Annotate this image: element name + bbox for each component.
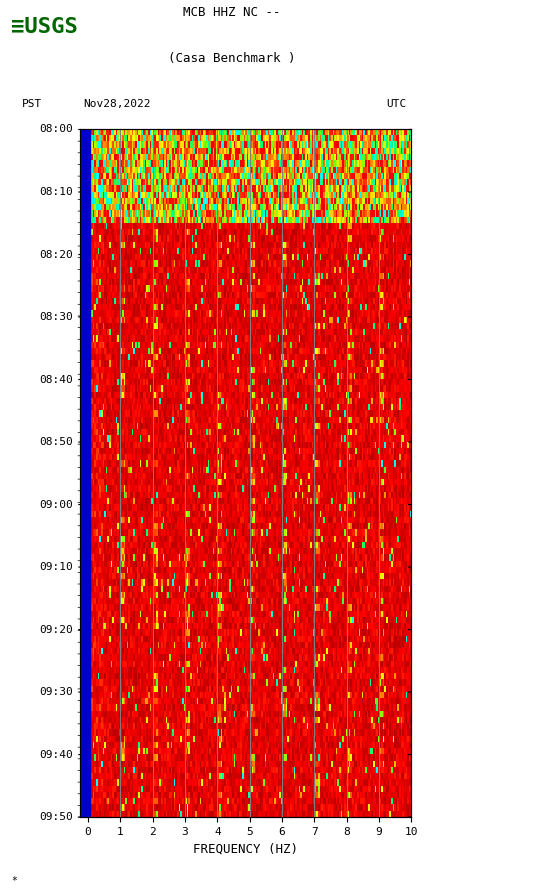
Text: 08:30: 08:30 (39, 312, 73, 322)
Text: ≡USGS: ≡USGS (11, 17, 78, 38)
Text: Nov28,2022: Nov28,2022 (83, 99, 150, 109)
Text: (Casa Benchmark ): (Casa Benchmark ) (168, 52, 295, 65)
Text: *: * (11, 876, 17, 886)
Text: MCB HHZ NC --: MCB HHZ NC -- (183, 5, 280, 19)
Text: 09:30: 09:30 (39, 687, 73, 697)
Text: 08:40: 08:40 (39, 374, 73, 385)
Text: 09:20: 09:20 (39, 624, 73, 635)
Text: 09:00: 09:00 (39, 499, 73, 510)
Text: 08:10: 08:10 (39, 187, 73, 197)
X-axis label: FREQUENCY (HZ): FREQUENCY (HZ) (193, 842, 298, 855)
Text: 08:00: 08:00 (39, 124, 73, 135)
Text: 08:20: 08:20 (39, 249, 73, 260)
Text: PST: PST (22, 99, 43, 109)
Text: UTC: UTC (386, 99, 407, 109)
Text: 09:50: 09:50 (39, 812, 73, 822)
Text: 08:50: 08:50 (39, 437, 73, 447)
Text: 09:10: 09:10 (39, 562, 73, 572)
Bar (80, 129, 90, 817)
Text: 09:40: 09:40 (39, 749, 73, 760)
